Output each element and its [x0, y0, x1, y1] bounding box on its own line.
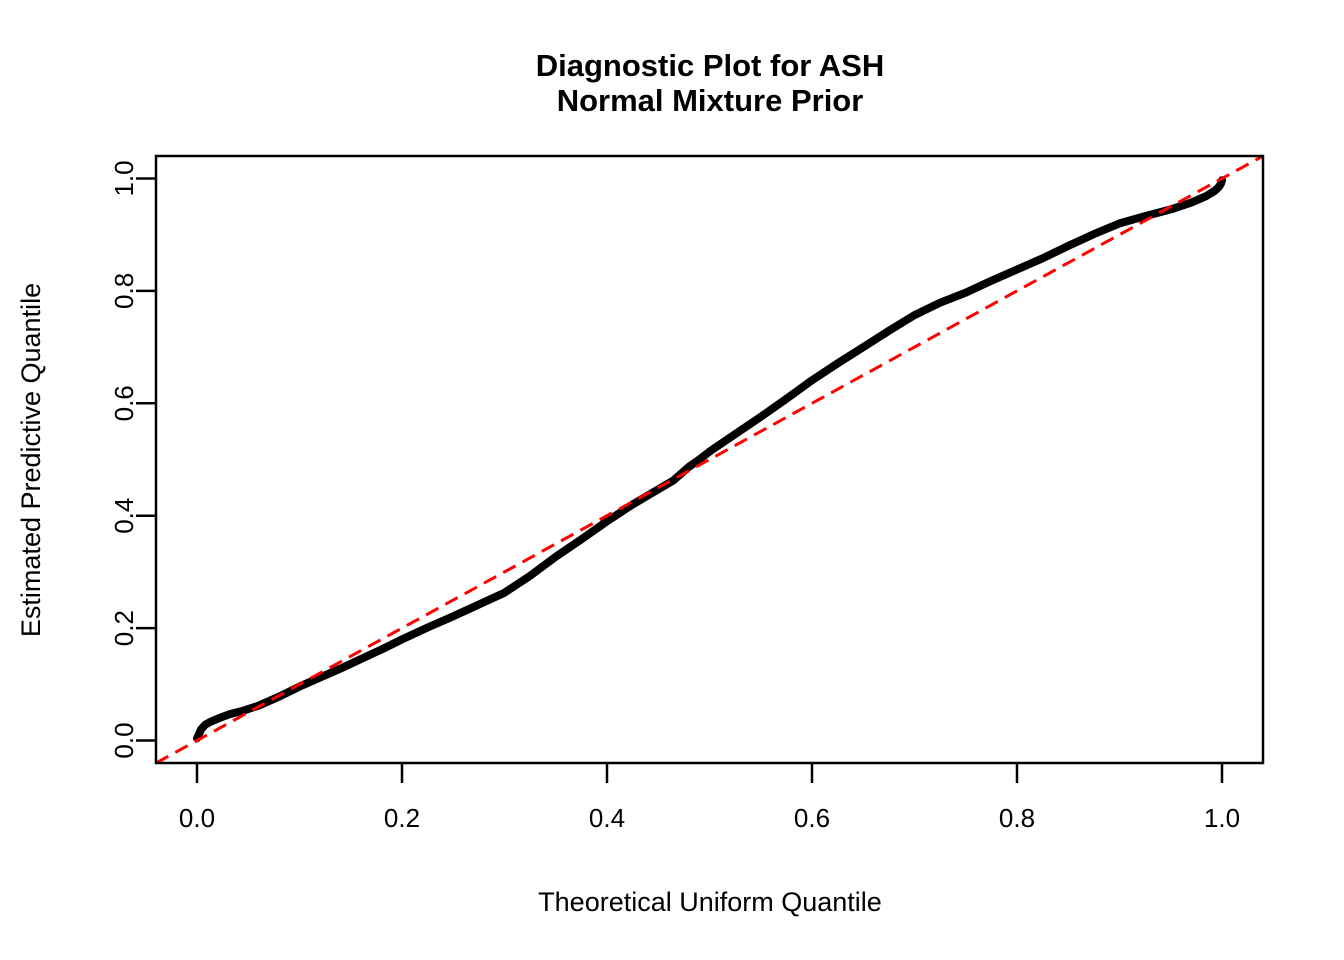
- identity-reference-line: [155, 154, 1264, 765]
- chart-layers: 0.0 0.2 0.4 0.6 0.8 1.0 0.0 0.2 0.4 0.6 0.8 1.0: [109, 154, 1265, 833]
- y-tick-label: 0.0: [109, 722, 139, 758]
- plot-box: [154, 154, 1265, 765]
- y-tick-label: 0.6: [109, 385, 139, 421]
- chart-title-line1: Diagnostic Plot for ASH: [536, 48, 884, 83]
- x-tick-label: 1.0: [1204, 803, 1240, 833]
- y-axis-label: Estimated Predictive Quantile: [16, 283, 46, 637]
- y-tick-label: 0.2: [109, 610, 139, 646]
- x-tick-label: 0.0: [179, 803, 215, 833]
- x-axis-label: Theoretical Uniform Quantile: [538, 887, 882, 917]
- x-tick-label: 0.4: [589, 803, 625, 833]
- y-tick-label: 1.0: [109, 160, 139, 196]
- chart-title-line2: Normal Mixture Prior: [557, 83, 864, 118]
- x-tick-label: 0.8: [999, 803, 1035, 833]
- x-tick-label: 0.6: [794, 803, 830, 833]
- x-tick-label: 0.2: [384, 803, 420, 833]
- y-tick-label: 0.8: [109, 273, 139, 309]
- y-tick-label: 0.4: [109, 498, 139, 534]
